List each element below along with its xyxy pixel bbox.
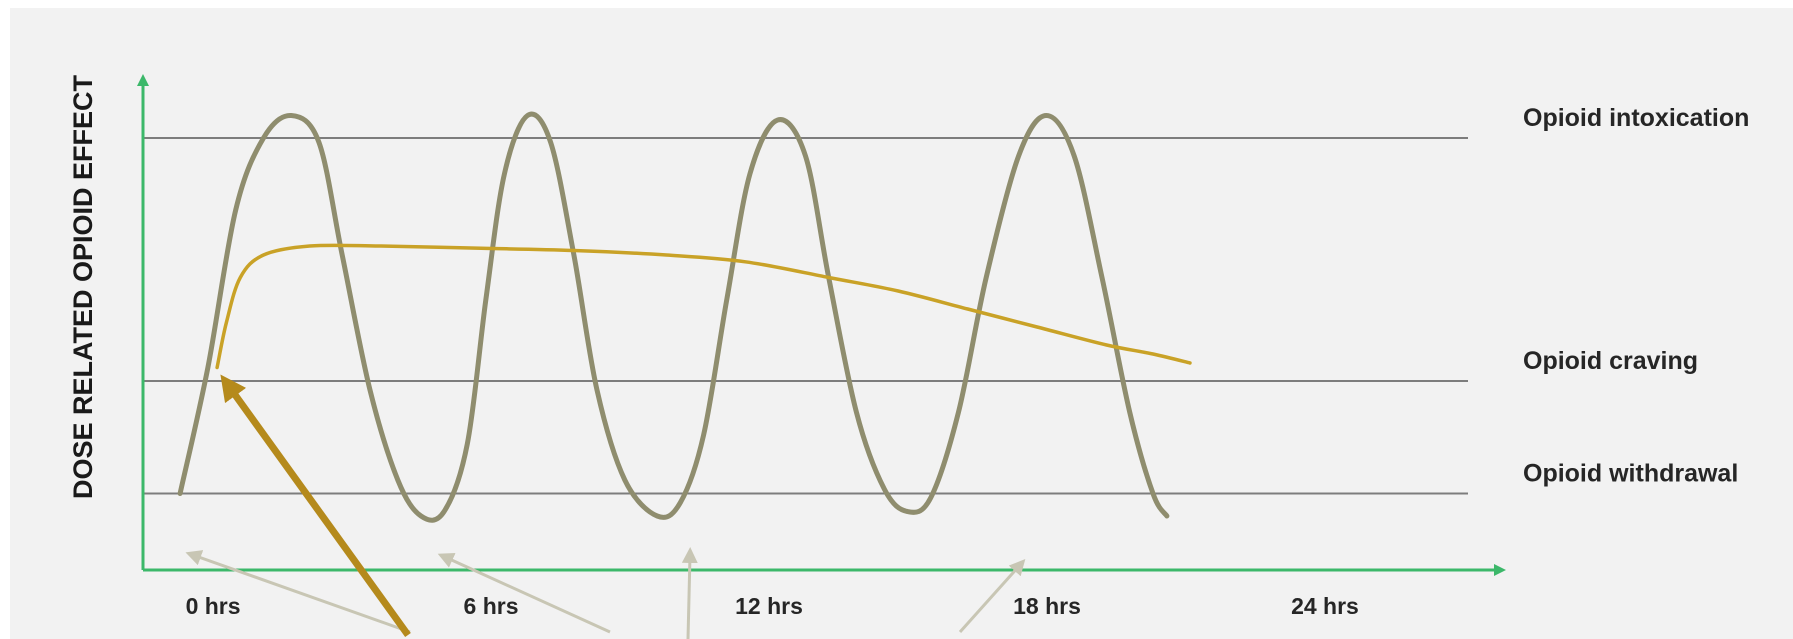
dose-arrow-3 <box>958 559 1026 634</box>
chart-panel <box>10 8 1793 639</box>
dose-arrow-0 <box>185 550 411 634</box>
drug-arrow <box>220 374 411 638</box>
x-tick-label-0: 0 hrs <box>186 593 241 619</box>
level-lines <box>143 137 1468 495</box>
annotation-arrows <box>185 374 1026 639</box>
series-line-1 <box>215 243 1192 370</box>
x-tick-label-4: 24 hrs <box>1291 593 1359 619</box>
y-axis-title: DOSE RELATED OPIOID EFFECT <box>68 74 98 499</box>
x-tick-label-1: 6 hrs <box>464 593 519 619</box>
dose-arrow-2 <box>681 547 698 639</box>
level-label-1: Opioid craving <box>1523 347 1698 375</box>
level-label-0: Opioid intoxication <box>1523 104 1749 132</box>
dose-arrow-1 <box>437 553 611 634</box>
level-label-2: Opioid withdrawal <box>1523 460 1738 488</box>
x-tick-labels: 0 hrs 6 hrs 12 hrs 18 hrs 24 hrs <box>186 593 1359 619</box>
x-tick-label-3: 18 hrs <box>1013 593 1081 619</box>
series-line-0 <box>177 111 1170 523</box>
series-lines <box>177 111 1192 523</box>
level-labels: Opioid intoxication Opioid craving Opioid … <box>1523 104 1749 488</box>
x-tick-label-2: 12 hrs <box>735 593 803 619</box>
